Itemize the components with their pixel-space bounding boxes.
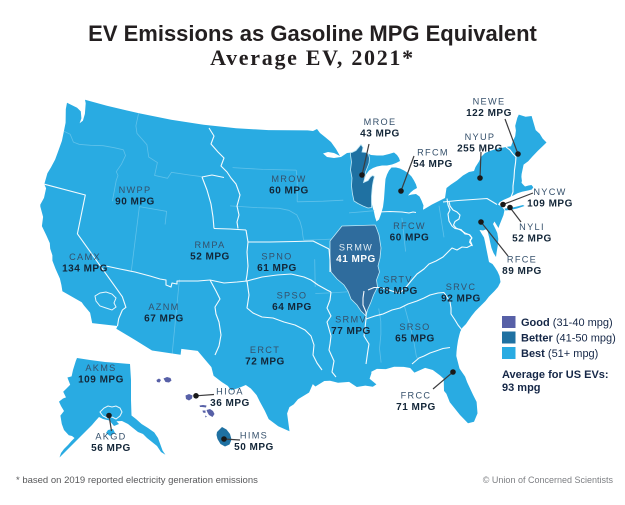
svg-text:56 MPG: 56 MPG [91, 443, 131, 454]
svg-text:SRVC: SRVC [446, 282, 477, 292]
svg-text:50 MPG: 50 MPG [234, 442, 274, 453]
svg-text:109 MPG: 109 MPG [527, 198, 573, 209]
svg-text:SRSO: SRSO [399, 322, 430, 332]
svg-text:36 MPG: 36 MPG [210, 398, 250, 409]
svg-text:NEWE: NEWE [473, 97, 506, 107]
svg-text:MROW: MROW [271, 174, 306, 184]
svg-text:109 MPG: 109 MPG [78, 374, 124, 385]
svg-text:93 mpg: 93 mpg [502, 382, 541, 394]
svg-text:AKMS: AKMS [85, 363, 116, 373]
svg-text:68 MPG: 68 MPG [378, 286, 418, 297]
svg-text:122 MPG: 122 MPG [466, 108, 512, 119]
svg-text:NYUP: NYUP [465, 132, 496, 142]
svg-text:255 MPG: 255 MPG [457, 143, 503, 154]
svg-text:ERCT: ERCT [250, 345, 280, 355]
svg-text:72 MPG: 72 MPG [245, 356, 285, 367]
svg-text:60 MPG: 60 MPG [390, 232, 430, 243]
svg-text:67 MPG: 67 MPG [144, 313, 184, 324]
svg-text:HIMS: HIMS [240, 431, 268, 441]
svg-text:61 MPG: 61 MPG [257, 263, 297, 274]
svg-text:134 MPG: 134 MPG [62, 263, 108, 274]
svg-text:Average for US EVs:: Average for US EVs: [502, 369, 609, 381]
svg-text:HIOA: HIOA [216, 387, 244, 397]
svg-text:SRMW: SRMW [339, 243, 373, 253]
svg-text:52 MPG: 52 MPG [190, 251, 230, 262]
svg-text:NYCW: NYCW [533, 187, 566, 197]
svg-text:60 MPG: 60 MPG [269, 185, 309, 196]
svg-text:43 MPG: 43 MPG [360, 128, 400, 139]
svg-text:CAMX: CAMX [69, 252, 101, 262]
svg-text:Good (31-40 mpg): Good (31-40 mpg) [521, 317, 613, 329]
svg-text:65 MPG: 65 MPG [395, 333, 435, 344]
svg-text:89 MPG: 89 MPG [502, 266, 542, 277]
svg-text:MROE: MROE [364, 117, 397, 127]
svg-text:52 MPG: 52 MPG [512, 233, 552, 244]
svg-text:AKGD: AKGD [95, 432, 126, 442]
svg-text:SPSO: SPSO [277, 291, 308, 301]
svg-text:RFCM: RFCM [417, 148, 449, 158]
svg-text:NYLI: NYLI [519, 222, 545, 232]
svg-text:SRMV: SRMV [335, 315, 367, 325]
svg-text:64 MPG: 64 MPG [272, 302, 312, 313]
svg-text:54 MPG: 54 MPG [413, 159, 453, 170]
svg-text:RFCW: RFCW [393, 221, 426, 231]
svg-text:SPNO: SPNO [261, 252, 292, 262]
svg-text:FRCC: FRCC [401, 391, 432, 401]
svg-text:Best (51+ mpg): Best (51+ mpg) [521, 348, 598, 360]
svg-text:RFCE: RFCE [507, 255, 537, 265]
svg-text:AZNM: AZNM [148, 302, 179, 312]
svg-text:71 MPG: 71 MPG [396, 402, 436, 413]
svg-text:SRTV: SRTV [383, 275, 413, 285]
svg-text:90 MPG: 90 MPG [115, 196, 155, 207]
svg-text:77 MPG: 77 MPG [331, 326, 371, 337]
svg-text:RMPA: RMPA [194, 240, 225, 250]
svg-text:92 MPG: 92 MPG [441, 293, 481, 304]
svg-text:Better (41-50 mpg): Better (41-50 mpg) [521, 333, 616, 345]
svg-text:NWPP: NWPP [119, 185, 152, 195]
svg-text:41 MPG: 41 MPG [336, 254, 376, 265]
